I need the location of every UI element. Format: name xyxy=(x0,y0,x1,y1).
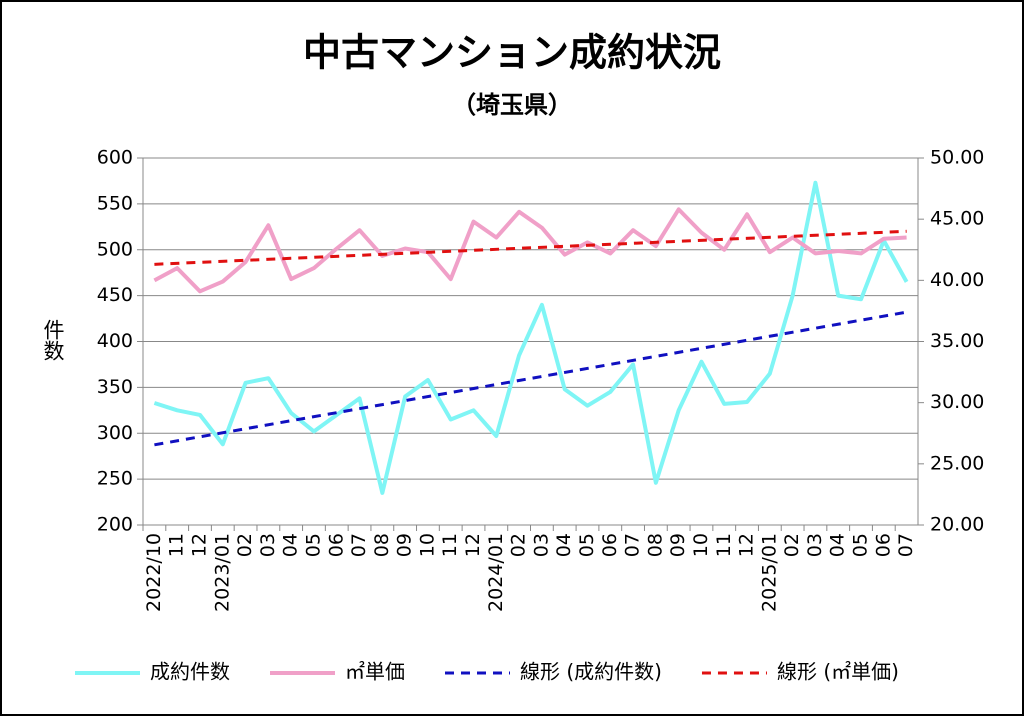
y-tick-label: 450 xyxy=(97,284,133,306)
x-tick-label: 11 xyxy=(439,533,461,557)
x-tick-label: 06 xyxy=(325,533,347,557)
x-tick-label: 02 xyxy=(781,533,803,557)
x-tick-label: 05 xyxy=(850,533,872,557)
x-tick-label: 08 xyxy=(644,533,666,557)
chart-title: 中古マンション成約状況 xyxy=(303,31,721,75)
y-tick-label: 300 xyxy=(97,422,133,444)
y-tick-label: 350 xyxy=(97,376,133,398)
y-tick-label: 500 xyxy=(97,238,133,260)
legend-label: 成約件数 xyxy=(150,660,230,684)
x-tick-label: 2024/01 xyxy=(485,533,507,612)
x-tick-label: 12 xyxy=(188,533,210,557)
y-tick-label: 250 xyxy=(97,468,133,490)
x-tick-label: 03 xyxy=(257,533,279,557)
x-tick-label: 07 xyxy=(622,533,644,557)
x-tick-label: 03 xyxy=(804,533,826,557)
y-tick-label: 600 xyxy=(97,147,133,169)
x-tick-label: 12 xyxy=(462,533,484,557)
trend-line xyxy=(154,229,907,266)
y2-tick-label: 40.00 xyxy=(930,269,984,291)
x-tick-label: 09 xyxy=(394,533,416,557)
x-tick-label: 06 xyxy=(872,533,894,557)
y2-tick-label: 45.00 xyxy=(930,208,984,230)
y2-tick-label: 25.00 xyxy=(930,452,984,474)
x-tick-label: 08 xyxy=(371,533,393,557)
chart-subtitle: （埼玉県） xyxy=(452,91,572,119)
x-tick-label: 11 xyxy=(166,533,188,557)
x-tick-label: 04 xyxy=(827,533,849,557)
x-tick-label: 05 xyxy=(576,533,598,557)
x-tick-label: 07 xyxy=(348,533,370,557)
x-tick-label: 12 xyxy=(736,533,758,557)
legend-label: 線形 (成約件数) xyxy=(520,660,662,684)
y2-tick-label: 30.00 xyxy=(930,391,984,413)
x-tick-label: 11 xyxy=(713,533,735,557)
x-tick-label: 06 xyxy=(599,533,621,557)
x-tick-label: 10 xyxy=(416,533,438,557)
x-tick-label: 2023/01 xyxy=(211,533,233,612)
legend-label: 線形 (㎡単価) xyxy=(777,660,899,684)
x-tick-label: 02 xyxy=(508,533,530,557)
series-line xyxy=(153,207,907,294)
y2-tick-label: 20.00 xyxy=(930,514,984,536)
y-axis-label: 件数 xyxy=(41,319,65,361)
x-tick-label: 02 xyxy=(234,533,256,557)
y2-tick-label: 35.00 xyxy=(930,330,984,352)
series-line xyxy=(153,180,909,495)
x-tick-label: 04 xyxy=(280,533,302,557)
x-tick-label: 07 xyxy=(895,533,917,557)
x-tick-label: 04 xyxy=(553,533,575,557)
y-tick-label: 400 xyxy=(97,330,133,352)
y-tick-label: 200 xyxy=(97,514,133,536)
x-tick-label: 05 xyxy=(302,533,324,557)
x-tick-label: 03 xyxy=(530,533,552,557)
x-tick-label: 2022/10 xyxy=(143,533,165,612)
x-tick-label: 09 xyxy=(667,533,689,557)
y-tick-label: 550 xyxy=(97,192,133,214)
x-tick-label: 2025/01 xyxy=(758,533,780,612)
x-tick-label: 10 xyxy=(690,533,712,557)
legend-label: ㎡単価 xyxy=(345,660,405,684)
y2-tick-label: 50.00 xyxy=(930,147,984,169)
